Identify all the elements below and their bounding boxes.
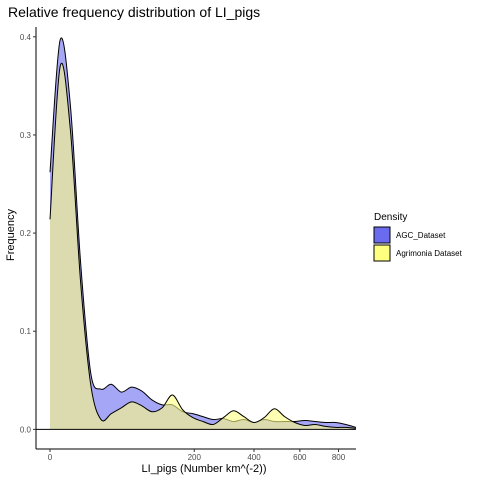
density-line-0: [49, 37, 357, 428]
density-area-0: [50, 37, 356, 430]
legend-title: Density: [374, 212, 407, 223]
y-tick-label: 0.4: [20, 33, 32, 42]
x-axis-title: LI_pigs (Number km^(-2)): [142, 463, 267, 475]
chart-title: Relative frequency distribution of LI_pi…: [8, 4, 260, 20]
density-area-1: [50, 63, 356, 430]
y-axis-title: Frequency: [5, 209, 17, 261]
x-tick-label: 200: [188, 453, 202, 462]
x-tick-label: 800: [332, 453, 346, 462]
legend-key-1: [373, 244, 391, 262]
y-tick-label: 0.1: [20, 327, 32, 336]
legend: Density AGC_Dataset Agrimonia Dataset: [373, 212, 463, 262]
legend-key-0: [373, 226, 391, 244]
y-tick-label: 0.2: [20, 229, 32, 238]
legend-label-1: Agrimonia Dataset: [396, 249, 463, 258]
y-tick-label: 0.0: [20, 425, 32, 434]
plot-panel: [36, 37, 357, 430]
density-line-1: [49, 62, 357, 429]
y-tick-label: 0.3: [20, 131, 32, 140]
x-axis: 0 200 400 600 800: [36, 448, 356, 462]
legend-label-0: AGC_Dataset: [396, 231, 446, 240]
x-tick-label: 600: [293, 453, 307, 462]
x-tick-label: 0: [48, 453, 53, 462]
x-tick-label: 400: [247, 453, 261, 462]
y-axis: 0.0 0.1 0.2 0.3 0.4: [20, 27, 37, 449]
